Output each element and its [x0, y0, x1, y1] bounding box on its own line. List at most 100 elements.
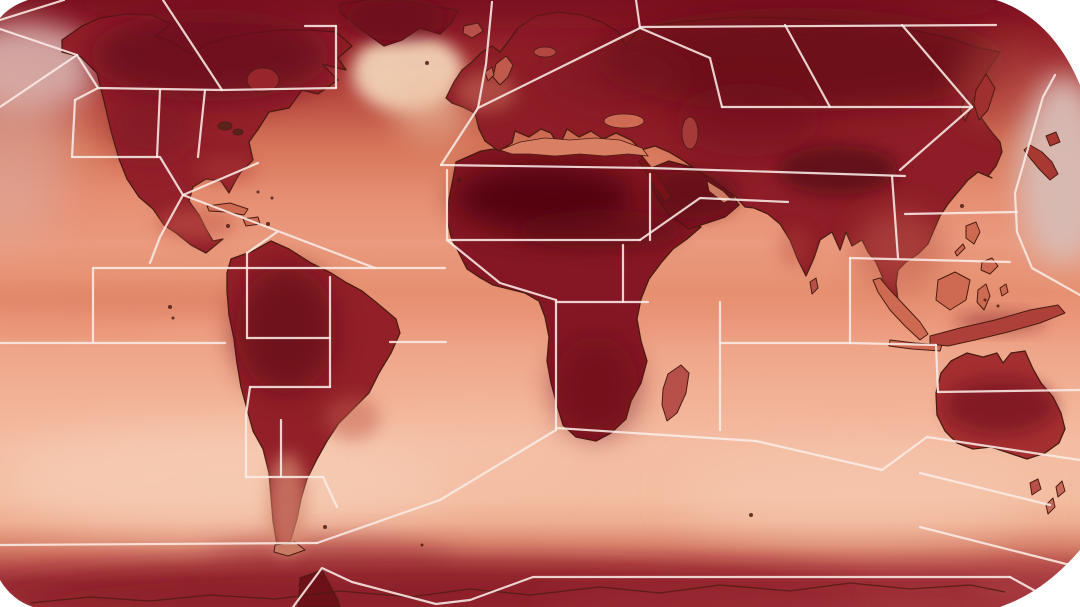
sahel-dark — [518, 210, 682, 250]
south-indian-light — [680, 454, 1030, 538]
antarctic-60s-band-east — [540, 577, 1080, 607]
region-boundary-wna-south — [70, 155, 185, 197]
tasmania — [1029, 478, 1042, 496]
south-brazil-light — [324, 396, 380, 440]
region-boundary-swa-west — [244, 385, 252, 479]
region-boundary-eas-west — [890, 174, 900, 260]
region-boundary-wna-coast-edge — [70, 98, 77, 159]
new-zealand-south — [1045, 497, 1056, 515]
equatorial-pacific-band-2 — [0, 319, 160, 337]
region-boundary-satl-diagonal — [438, 428, 558, 502]
antarctica-coastline — [29, 582, 1006, 604]
region-boundary-sea-bottom — [848, 341, 938, 347]
united-kingdom — [492, 55, 514, 86]
region-boundary-safrica-south — [554, 426, 758, 443]
region-boundary-arctic-nw-1 — [0, 0, 66, 22]
region-boundary-okhotsk-south — [903, 210, 1019, 216]
amazon-dark-core — [236, 266, 336, 394]
black-sea — [603, 113, 645, 129]
region-boundary-waf-diagonal — [445, 238, 558, 302]
sumatra — [872, 277, 929, 341]
new-zealand-north — [1055, 480, 1066, 498]
region-boundary-sindian-diagonal — [754, 439, 884, 472]
south-atlantic-light — [390, 412, 566, 488]
siberia-dark-core — [595, 8, 1005, 112]
region-boundary-southern-diagonal — [315, 498, 442, 545]
palawan — [954, 243, 966, 257]
canary-islet — [457, 178, 461, 182]
india-light — [779, 228, 811, 268]
region-boundary-natl-vertical-lower — [439, 106, 480, 167]
greenland-dark-core — [345, 0, 445, 40]
hudson-bay — [246, 67, 280, 93]
baltic-sea — [533, 46, 557, 58]
region-boundary-med-sahara-line — [439, 163, 907, 178]
region-boundary-ssa-southeast — [321, 475, 339, 509]
faroe-islet — [425, 61, 429, 65]
falkland-islet — [323, 525, 327, 529]
kerguelen-islet — [749, 513, 753, 517]
cuba — [206, 202, 249, 216]
region-boundary-saus-split — [925, 435, 1080, 462]
south-georgia-islet — [420, 543, 424, 547]
patagonia-light — [267, 453, 307, 557]
hokkaido — [1045, 131, 1061, 147]
region-boundary-arctic-nw-2 — [161, 0, 224, 92]
region-boundary-npo-west-edge — [0, 53, 79, 109]
moluccas-1-islet — [983, 298, 987, 302]
south-pacific-light — [5, 426, 455, 530]
hawaii-islet — [168, 305, 172, 309]
region-boundary-npo-coast-link — [73, 86, 100, 102]
australia-dark-core — [944, 378, 1056, 434]
borneo — [935, 271, 971, 311]
luzon — [965, 221, 981, 245]
region-boundary-cna-ena-split — [196, 88, 207, 159]
region-boundary-natl-vertical — [476, 0, 494, 110]
region-boundary-nen-south — [220, 86, 338, 92]
great-lake-east — [232, 128, 244, 136]
region-boundary-arabia-horn-line — [638, 196, 790, 242]
region-boundary-esb-rfe-split — [900, 23, 974, 109]
islands-layer — [168, 22, 1066, 557]
caspian-sea — [681, 116, 699, 150]
se-asia-light — [855, 210, 945, 290]
great-lake-west — [217, 121, 233, 131]
region-boundary-aus-sw-diagonal — [880, 435, 929, 472]
region-boundary-ena-south — [181, 161, 260, 197]
ocean-heat-layer — [0, 22, 1080, 607]
region-boundary-arctic-top-stub — [634, 0, 642, 30]
ireland — [484, 66, 495, 82]
kamchatka — [973, 73, 996, 121]
persian-gulf — [706, 180, 732, 204]
southern-africa-dark — [554, 336, 638, 436]
region-boundary-sea-top — [848, 256, 1012, 264]
galapagos-islet — [171, 316, 175, 320]
region-boundary-southern-56s-line — [0, 541, 319, 547]
region-boundary-nz-box-bottom — [918, 525, 1072, 567]
region-boundary-nsa-corner-link — [245, 230, 279, 255]
region-boundary-caribbean-diagonal — [181, 193, 377, 270]
north-pacific-left-strip — [0, 60, 70, 240]
region-boundary-npo-top-edge — [0, 27, 79, 57]
sri-lanka — [809, 277, 819, 295]
mexico-warm-light — [156, 208, 236, 240]
bahamas-1-islet — [256, 190, 260, 194]
region-boundary-naus-split — [936, 388, 1080, 394]
region-boundary-neu-southwest — [476, 26, 642, 110]
taiwan-islet — [960, 204, 964, 208]
region-boundary-npo-east-edge — [1013, 73, 1080, 297]
region-boundary-aus-west-edge — [934, 343, 940, 394]
new-guinea — [929, 304, 1066, 347]
region-boundary-neu-east — [638, 26, 724, 109]
east-europe-dark — [545, 41, 685, 109]
jamaica-islet — [226, 224, 230, 228]
sulawesi — [976, 283, 991, 311]
tibet-dark-core — [778, 145, 898, 195]
land-heat-layer — [40, 0, 1056, 557]
region-boundary-arctic-top — [638, 23, 998, 29]
region-boundary-wna-cna-split — [155, 88, 162, 159]
region-boundary-cam-coast-edge — [148, 193, 185, 265]
